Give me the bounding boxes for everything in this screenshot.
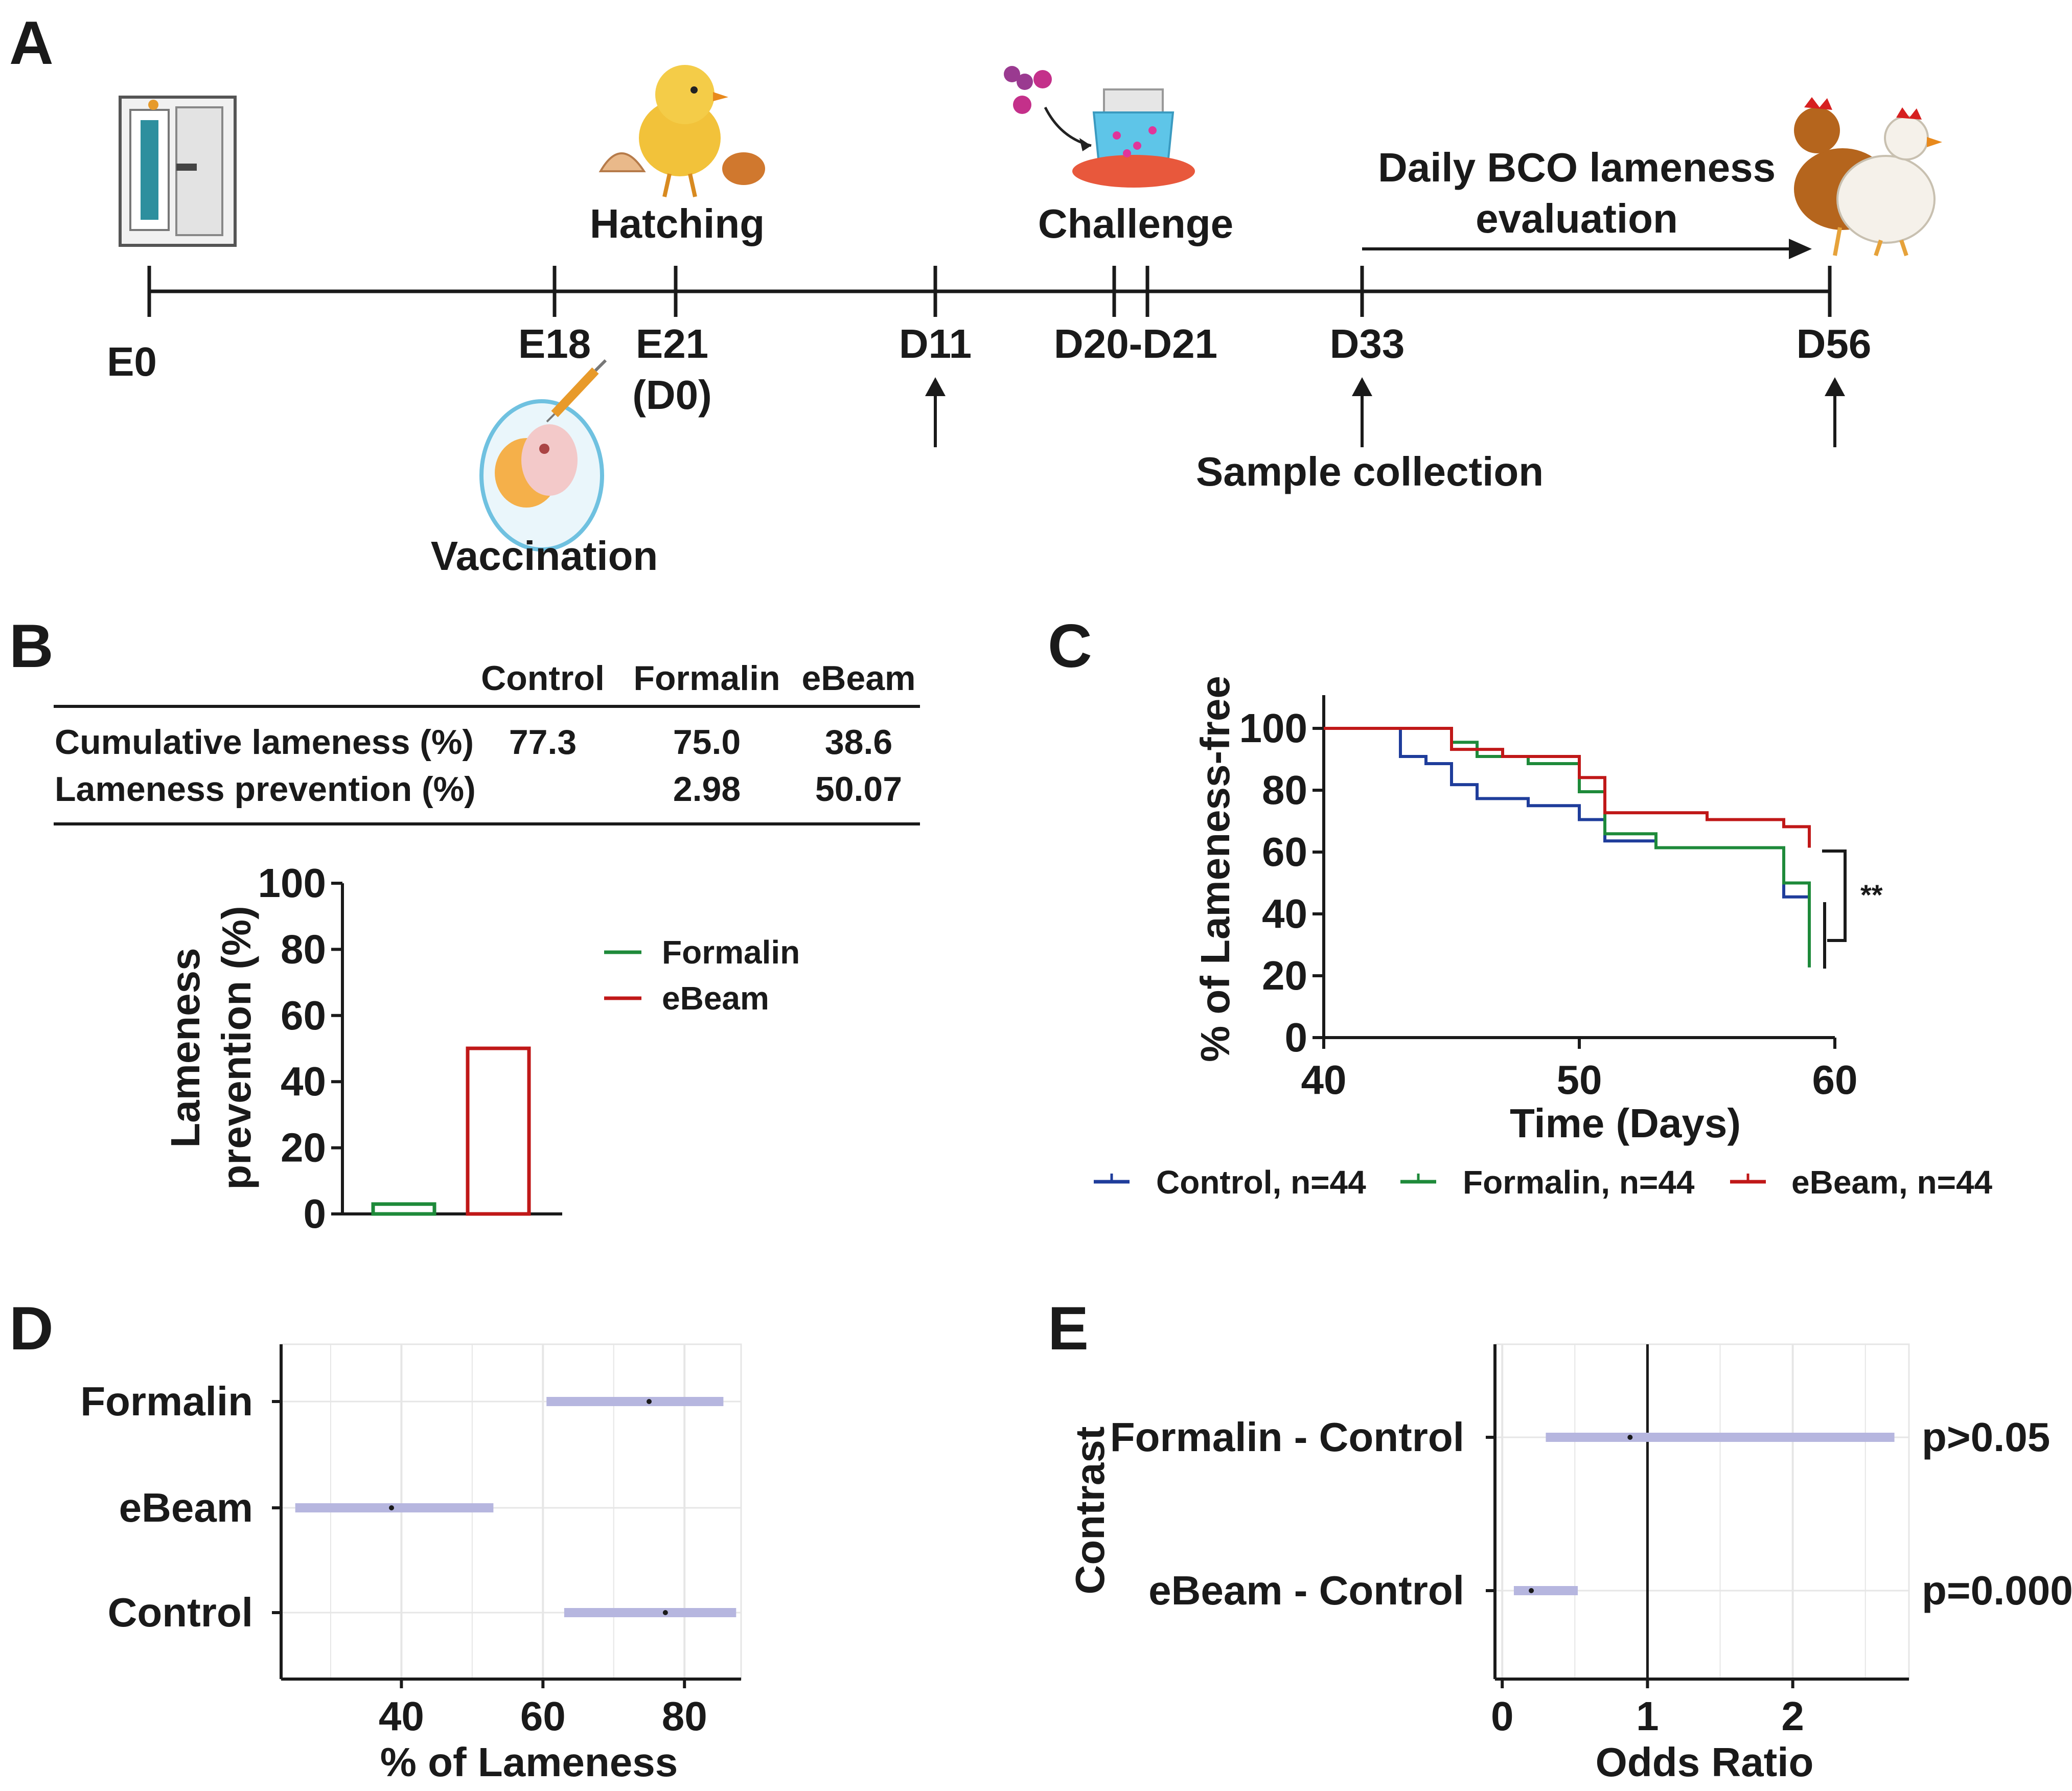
legend-label: Formalin [662, 934, 800, 971]
chick-icon [598, 65, 765, 197]
estimate-point [662, 1610, 668, 1615]
bar-formalin [371, 1202, 436, 1216]
category-label: Formalin [80, 1379, 253, 1424]
contrast-label: Formalin - Control [1110, 1414, 1464, 1460]
table-cell: 75.0 [673, 723, 741, 762]
x-tick-label: 80 [662, 1693, 707, 1739]
y-tick-label: 100 [1239, 705, 1307, 751]
y-tick-label: 0 [304, 1191, 327, 1236]
y-tick-label: 60 [281, 993, 326, 1038]
y-tick-label: 40 [1262, 891, 1307, 936]
timeline-tick-label: D56 [1797, 321, 1872, 366]
hens-icon [1794, 97, 1942, 257]
panel-label-e: E [1048, 1294, 1089, 1363]
legend-label: eBeam [662, 980, 769, 1017]
panel-label-a: A [9, 9, 54, 77]
challenge-label: Challenge [1038, 201, 1233, 246]
timeline-tick-label: D20-D21 [1054, 321, 1217, 366]
hatching-label: Hatching [590, 201, 765, 246]
table-header: eBeam [801, 659, 915, 698]
timeline-tick-label: D33 [1330, 321, 1405, 366]
x-tick-label: 0 [1491, 1693, 1514, 1739]
timeline-tick-label: E21 [636, 321, 708, 366]
evaluation-arrow-head [1789, 239, 1812, 259]
legend-label: Control, n=44 [1156, 1164, 1366, 1201]
estimate-point [1529, 1588, 1534, 1593]
d0-label: (D0) [632, 372, 712, 418]
y-axis-label: % of Lameness-free [1192, 676, 1238, 1062]
p-value-label: p>0.05 [1922, 1414, 2050, 1460]
y-tick-label: 0 [1285, 1015, 1308, 1060]
table-row-label: Lameness prevention (%) [55, 770, 476, 809]
plot-area [1494, 1343, 1910, 1680]
panel-label-d: D [9, 1294, 54, 1363]
timeline-tick-label: D11 [899, 321, 972, 366]
collection-arrow-head [925, 377, 946, 396]
y-tick-label: 100 [258, 860, 326, 906]
feeder-icon [1004, 66, 1195, 188]
significance-marker: ** [1860, 879, 1883, 911]
legend-label: Formalin, n=44 [1463, 1164, 1695, 1201]
table-cell: 38.6 [825, 723, 892, 762]
lameness-interval-chart: Formalin eBeam Control 40 60 80% of Lameness [80, 1343, 742, 1785]
collection-arrow-head [1825, 377, 1845, 396]
x-tick-label: 40 [1301, 1057, 1347, 1103]
y-tick-label: 80 [1262, 767, 1307, 813]
x-tick-label: 50 [1557, 1057, 1602, 1103]
estimate-point [1627, 1435, 1633, 1440]
odds-ratio-chart: Formalin - Control p>0.05 eBeam - Control p… [1067, 1343, 2072, 1785]
category-label: eBeam [119, 1485, 253, 1530]
estimate-point [389, 1505, 394, 1510]
contrast-label: eBeam - Control [1148, 1568, 1464, 1613]
sample-collection-label: Sample collection [1196, 449, 1544, 494]
series-line-2 [1324, 727, 1811, 848]
vaccination-label: Vaccination [431, 533, 658, 579]
prevention-bar-chart: 0 20 40 60 80 100 Lameness prevention (%) Formal… [163, 860, 800, 1236]
table-cell: 50.07 [815, 770, 902, 809]
legend-label: eBeam, n=44 [1791, 1164, 1993, 1201]
table-header: Control [481, 659, 605, 698]
timeline-tick-label: E0 [107, 339, 157, 384]
embryo-syringe-icon [479, 359, 607, 552]
estimate-point [647, 1399, 652, 1404]
category-label: Control [108, 1590, 253, 1635]
daily-evaluation-label-line2: evaluation [1476, 196, 1678, 241]
x-tick-label: 1 [1636, 1693, 1659, 1739]
x-axis-label: Odds Ratio [1596, 1739, 1814, 1785]
x-tick-label: 60 [1812, 1057, 1858, 1103]
table-row-label: Cumulative lameness (%) [55, 723, 474, 762]
bar-ebeam [466, 1046, 531, 1216]
panel-label-b: B [9, 612, 54, 680]
x-axis-label: % of Lameness [380, 1739, 678, 1785]
table-cell: 77.3 [509, 723, 577, 762]
collection-arrow-head [1352, 377, 1372, 396]
y-tick-label: 20 [1262, 953, 1307, 998]
x-tick-label: 40 [379, 1693, 424, 1739]
significance-bracket-outer [1822, 849, 1847, 942]
panel-label-c: C [1048, 612, 1092, 680]
timeline: E0 E18 E21 D11 D20-D21 D33 D56 [107, 239, 1871, 447]
y-axis-label: Contrast [1067, 1427, 1113, 1595]
incubator-icon [119, 96, 237, 247]
y-tick-label: 60 [1262, 829, 1307, 875]
y-tick-label: 20 [281, 1125, 326, 1170]
x-tick-label: 2 [1781, 1693, 1804, 1739]
y-axis-label-line2: prevention (%) [214, 906, 259, 1190]
y-tick-label: 80 [281, 926, 326, 972]
survival-curve-chart: 0 20 40 60 80 100 40 50 60 Time (Days) % of Lamene… [1094, 676, 1993, 1201]
table-header: Formalin [633, 659, 780, 698]
results-table: Control Formalin eBeam Cumulative lameness … [54, 659, 920, 825]
series-line-1 [1324, 727, 1811, 968]
p-value-label: p=0.0008 [1922, 1568, 2072, 1613]
table-cell: 2.98 [673, 770, 741, 809]
x-tick-label: 60 [520, 1693, 566, 1739]
y-axis-label-line1: Lameness [163, 948, 208, 1147]
x-axis-label: Time (Days) [1510, 1100, 1741, 1146]
timeline-tick-label: E18 [518, 321, 591, 366]
y-tick-label: 40 [281, 1059, 326, 1104]
daily-evaluation-label-line1: Daily BCO lameness [1378, 145, 1776, 190]
